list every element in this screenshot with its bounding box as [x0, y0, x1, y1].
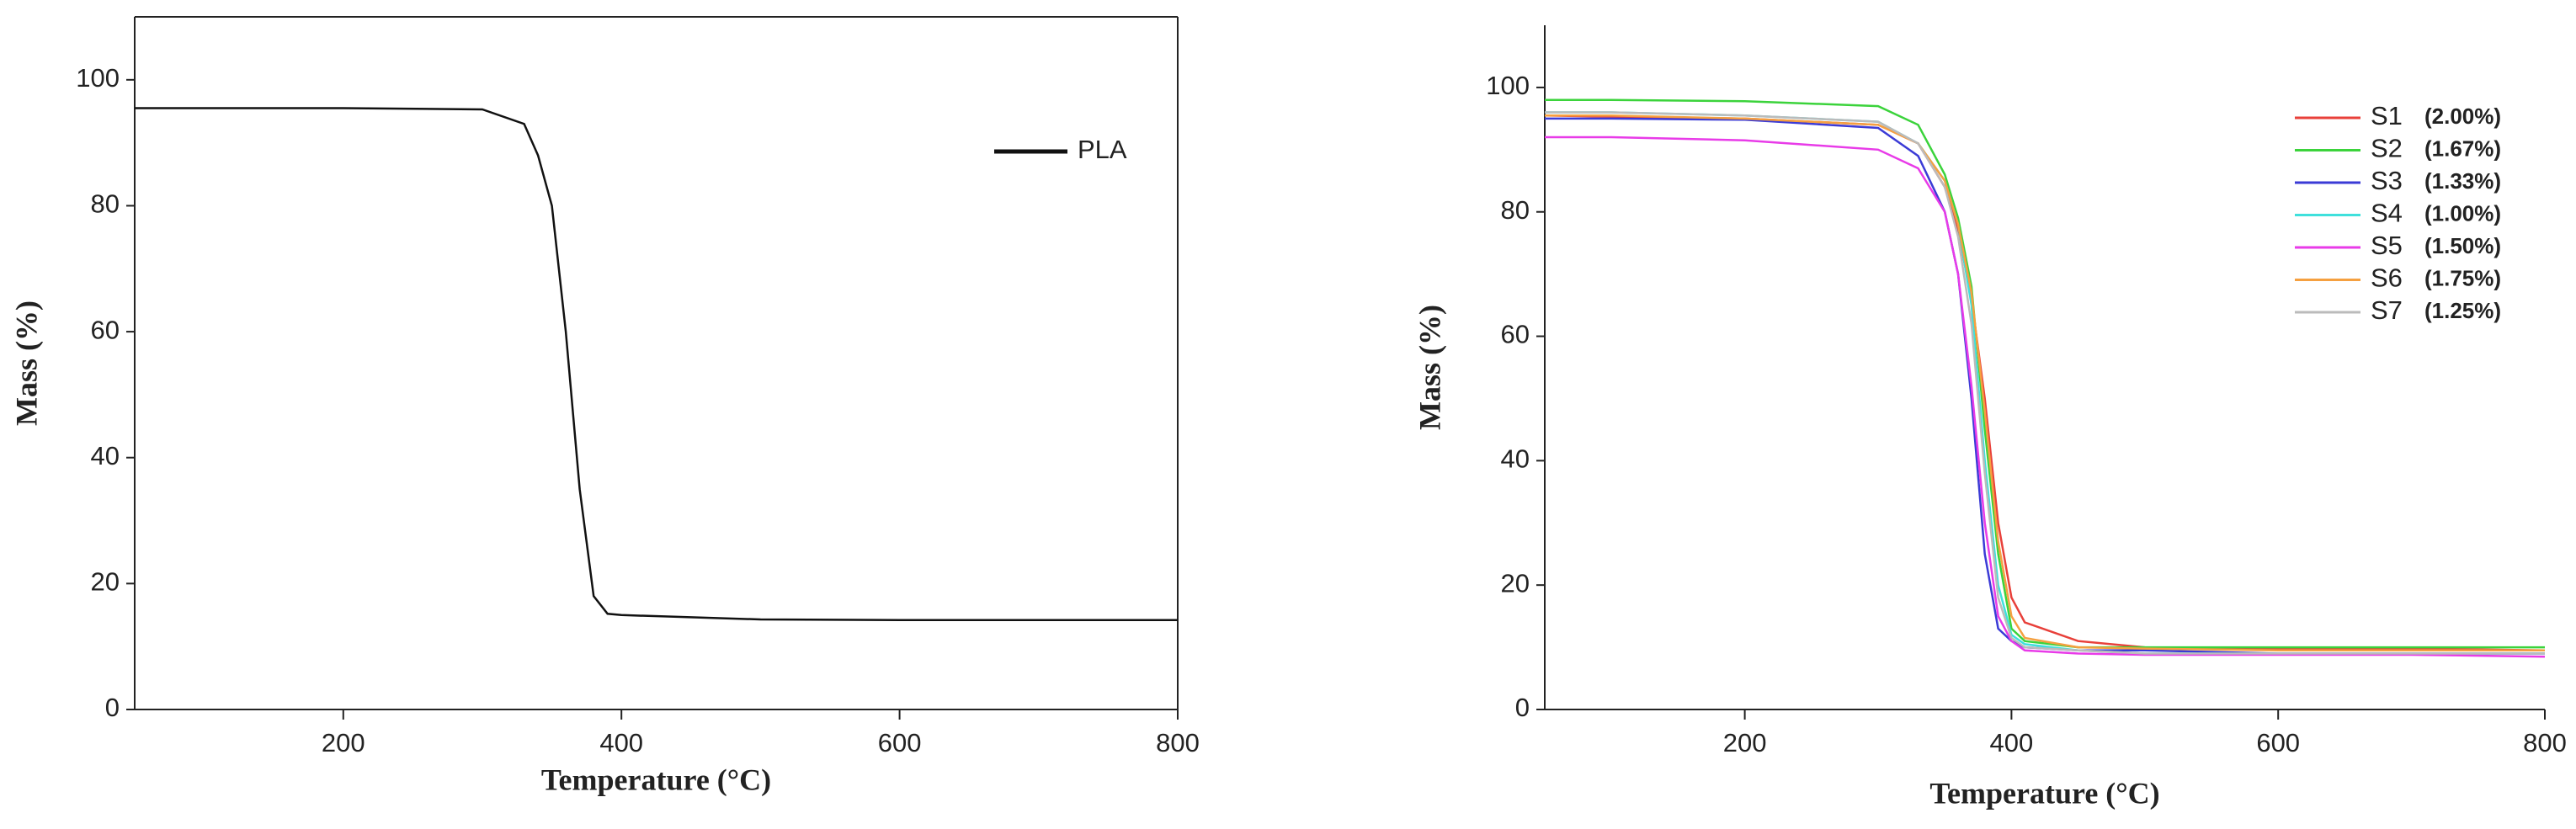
legend-label: S7 — [2371, 295, 2403, 325]
legend-note: (1.75%) — [2424, 265, 2501, 290]
legend-label: S5 — [2371, 231, 2403, 260]
y-tick-label: 60 — [1501, 320, 1530, 349]
data-line — [135, 107, 1178, 622]
legend-label: PLA — [1078, 135, 1127, 164]
x-tick-label: 800 — [2523, 728, 2567, 757]
y-tick-label: 20 — [1501, 568, 1530, 598]
y-tick-label: 0 — [1515, 693, 1530, 722]
y-tick-label: 100 — [1486, 71, 1530, 100]
y-axis-title: Mass (%) — [1413, 305, 1446, 430]
legend-note: (1.00%) — [2424, 200, 2501, 226]
data-line — [1544, 114, 2546, 652]
x-axis-title: Temperature (°C) — [541, 763, 771, 796]
y-tick-label: 80 — [1501, 195, 1530, 225]
legend-label: S2 — [2371, 134, 2403, 163]
legend-note: (1.50%) — [2424, 233, 2501, 258]
x-tick-label: 600 — [878, 728, 922, 757]
data-line — [1545, 111, 2545, 655]
data-line — [1545, 98, 2545, 649]
data-line — [1545, 114, 2545, 652]
y-tick-label: 40 — [91, 441, 120, 470]
x-tick-label: 200 — [1723, 728, 1767, 757]
x-tick-label: 800 — [1156, 728, 1200, 757]
y-tick-label: 40 — [1501, 444, 1530, 474]
data-line — [1545, 117, 2545, 655]
legend-note: (1.33%) — [2424, 168, 2501, 194]
x-tick-label: 200 — [322, 728, 365, 757]
x-tick-label: 600 — [2256, 728, 2300, 757]
y-tick-label: 80 — [91, 189, 120, 219]
data-line — [1545, 136, 2546, 658]
legend-label: S6 — [2371, 263, 2403, 293]
x-tick-label: 400 — [1990, 728, 2034, 757]
y-tick-label: 0 — [105, 693, 120, 722]
y-tick-label: 20 — [91, 567, 120, 597]
legend-label: S1 — [2371, 101, 2403, 130]
x-axis-title: Temperature (°C) — [1929, 776, 2159, 810]
x-tick-label: 400 — [599, 728, 643, 757]
legend-note: (2.00%) — [2424, 104, 2501, 129]
y-axis-title: Mass (%) — [9, 300, 43, 426]
legend-label: S3 — [2371, 166, 2403, 195]
legend-note: (1.67%) — [2424, 136, 2501, 161]
legend-label: S4 — [2371, 199, 2403, 228]
legend-note: (1.25%) — [2424, 298, 2501, 323]
y-tick-label: 100 — [76, 63, 120, 93]
y-tick-label: 60 — [91, 315, 120, 344]
